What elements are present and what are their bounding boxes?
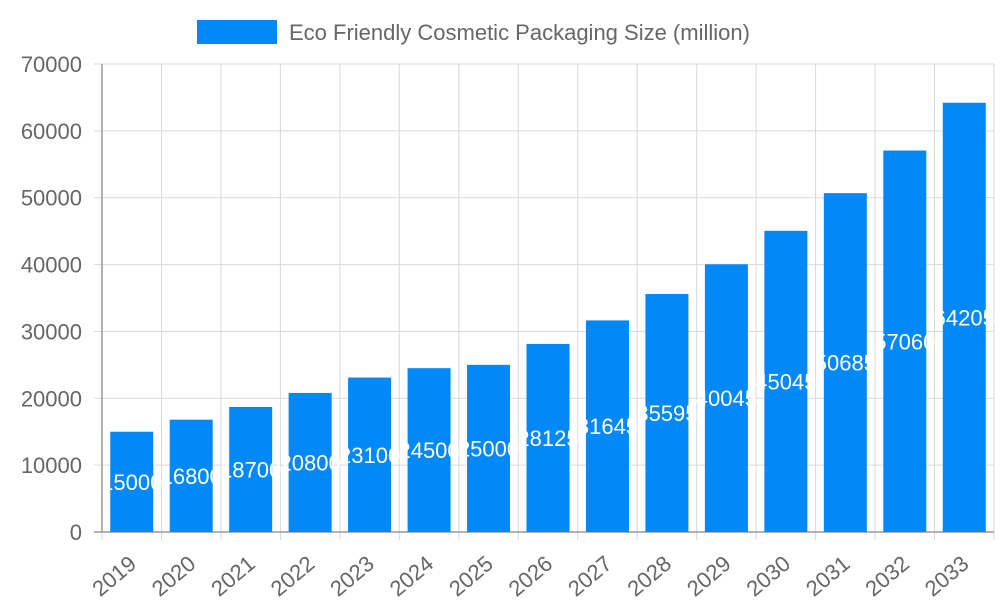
- data-label: 20800: [280, 450, 341, 475]
- data-label: 24500: [398, 438, 459, 463]
- data-label: 64205: [934, 305, 995, 330]
- legend: Eco Friendly Cosmetic Packaging Size (mi…: [197, 20, 750, 45]
- bars: [110, 102, 986, 533]
- bar-2026: [526, 343, 570, 532]
- y-tick-labels: 0 10000 20000 30000 40000 50000 60000 70000: [21, 52, 82, 545]
- data-labels: 1500016800187002080023100245002500028125…: [101, 305, 995, 494]
- x-tick-label: 2020: [147, 551, 201, 600]
- y-tick-label: 60000: [21, 119, 82, 144]
- data-label: 18700: [220, 457, 281, 482]
- bar-2023: [348, 377, 392, 532]
- legend-label: Eco Friendly Cosmetic Packaging Size (mi…: [289, 20, 750, 45]
- data-label: 25000: [458, 436, 519, 461]
- bar-2031: [823, 193, 867, 532]
- y-tick-label: 50000: [21, 186, 82, 211]
- data-label: 23100: [339, 443, 400, 468]
- x-tick-label: 2025: [444, 551, 498, 600]
- data-label: 16800: [161, 464, 222, 489]
- bar-2029: [704, 264, 748, 532]
- data-label: 40045: [696, 386, 757, 411]
- x-tick-label: 2031: [801, 551, 855, 600]
- x-tick-label: 2024: [385, 551, 439, 600]
- x-tick-label: 2023: [325, 551, 379, 600]
- y-tick-label: 70000: [21, 52, 82, 77]
- x-tick-label: 2033: [920, 551, 974, 600]
- bar-2019: [110, 431, 154, 532]
- bar-2027: [585, 320, 629, 532]
- grid: [94, 63, 995, 540]
- y-tick-label: 20000: [21, 386, 82, 411]
- bar-2021: [229, 406, 273, 532]
- x-tick-label: 2032: [860, 551, 914, 600]
- x-tick-label: 2028: [623, 551, 677, 600]
- data-label: 31645: [577, 414, 638, 439]
- data-label: 45045: [755, 369, 816, 394]
- bar-2022: [288, 392, 332, 532]
- y-tick-label: 40000: [21, 253, 82, 278]
- bar-2030: [764, 230, 808, 533]
- data-label: 28125: [517, 426, 578, 451]
- data-label: 50685: [815, 351, 876, 376]
- x-tick-label: 2019: [87, 551, 141, 600]
- data-label: 35595: [636, 401, 697, 426]
- legend-swatch: [197, 20, 277, 44]
- y-tick-label: 0: [70, 520, 82, 545]
- bar-2025: [467, 364, 511, 532]
- bar-2024: [407, 368, 451, 532]
- x-tick-label: 2026: [504, 551, 558, 600]
- x-tick-label: 2030: [742, 551, 796, 600]
- bar-2028: [645, 294, 689, 532]
- x-tick-label: 2029: [682, 551, 736, 600]
- y-tick-label: 10000: [21, 453, 82, 478]
- data-label: 15000: [101, 470, 162, 495]
- x-tick-label: 2022: [266, 551, 320, 600]
- data-label: 57060: [874, 329, 935, 354]
- x-tick-labels: 2019 2020 2021 2022 2023 2024 2025 2026 2027 2028…: [87, 551, 973, 600]
- bar-2033: [942, 102, 986, 532]
- bar-2032: [883, 150, 927, 533]
- x-tick-label: 2027: [563, 551, 617, 600]
- x-tick-label: 2021: [206, 551, 260, 600]
- bar-2020: [169, 419, 213, 532]
- y-tick-label: 30000: [21, 319, 82, 344]
